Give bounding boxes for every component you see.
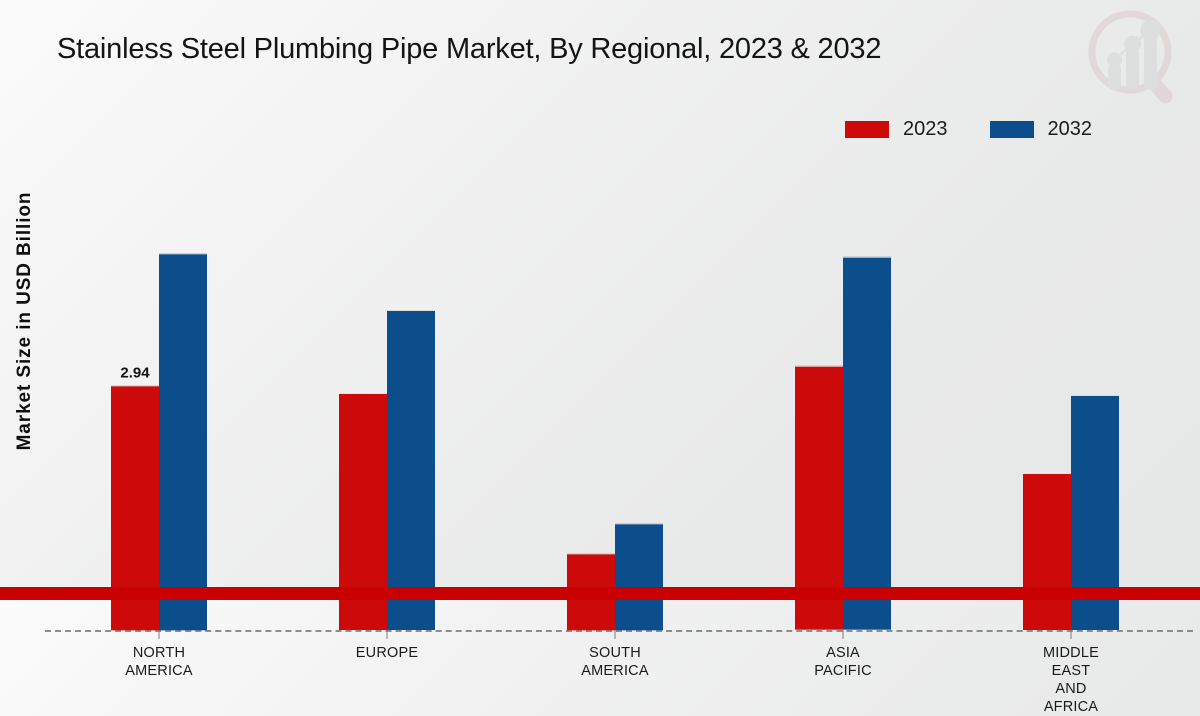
x-axis-tick — [1070, 630, 1072, 639]
x-axis-tick — [386, 630, 388, 639]
bar-2032-europe[interactable] — [387, 310, 435, 630]
bar-group: MIDDLE EAST AND AFRICA — [957, 160, 1185, 715]
legend-item-2023[interactable]: 2023 — [845, 118, 948, 141]
bar-group: 2.94 NORTH AMERICA — [45, 160, 273, 679]
chart-legend: 2023 2032 — [845, 118, 1092, 141]
bar-2032-asia-pacific[interactable] — [843, 256, 891, 630]
legend-label-2023: 2023 — [903, 118, 948, 140]
watermark-logo — [1088, 10, 1173, 104]
legend-swatch-2032 — [989, 121, 1034, 138]
bar-group: EUROPE — [273, 160, 501, 661]
y-axis-title: Market Size in USD Billion — [14, 191, 35, 451]
x-axis-category-label: SOUTH AMERICA — [581, 645, 649, 679]
legend-item-2032[interactable]: 2032 — [989, 118, 1093, 141]
bar-chart-plot: 2.94 NORTH AMERICA EUROPE SOUTH AMERICA ASIA… — [45, 160, 1193, 715]
bar-2023-asia-pacific[interactable] — [795, 365, 843, 630]
bar-group: SOUTH AMERICA — [501, 160, 729, 679]
x-axis-tick — [614, 630, 616, 639]
bar-2023-middle-east-and-africa[interactable] — [1023, 472, 1071, 630]
bar-value-label: 2.94 — [120, 364, 150, 381]
x-axis-tick — [842, 630, 844, 639]
bar-2032-north-america[interactable] — [159, 253, 207, 630]
x-axis-category-label: ASIA PACIFIC — [814, 645, 872, 679]
bar-2032-south-america[interactable] — [615, 523, 663, 630]
x-axis-tick — [158, 630, 160, 639]
footer-accent-bar — [0, 587, 1200, 600]
x-axis-category-label: EUROPE — [355, 645, 419, 661]
page-title: Stainless Steel Plumbing Pipe Market, By… — [57, 33, 882, 65]
x-axis-category-label: NORTH AMERICA — [125, 645, 193, 679]
x-axis-category-label: MIDDLE EAST AND AFRICA — [1043, 645, 1099, 715]
legend-label-2032: 2032 — [1047, 118, 1093, 140]
x-axis-baseline — [45, 630, 1193, 632]
bar-group: ASIA PACIFIC — [729, 160, 957, 679]
legend-swatch-2023 — [845, 121, 889, 138]
